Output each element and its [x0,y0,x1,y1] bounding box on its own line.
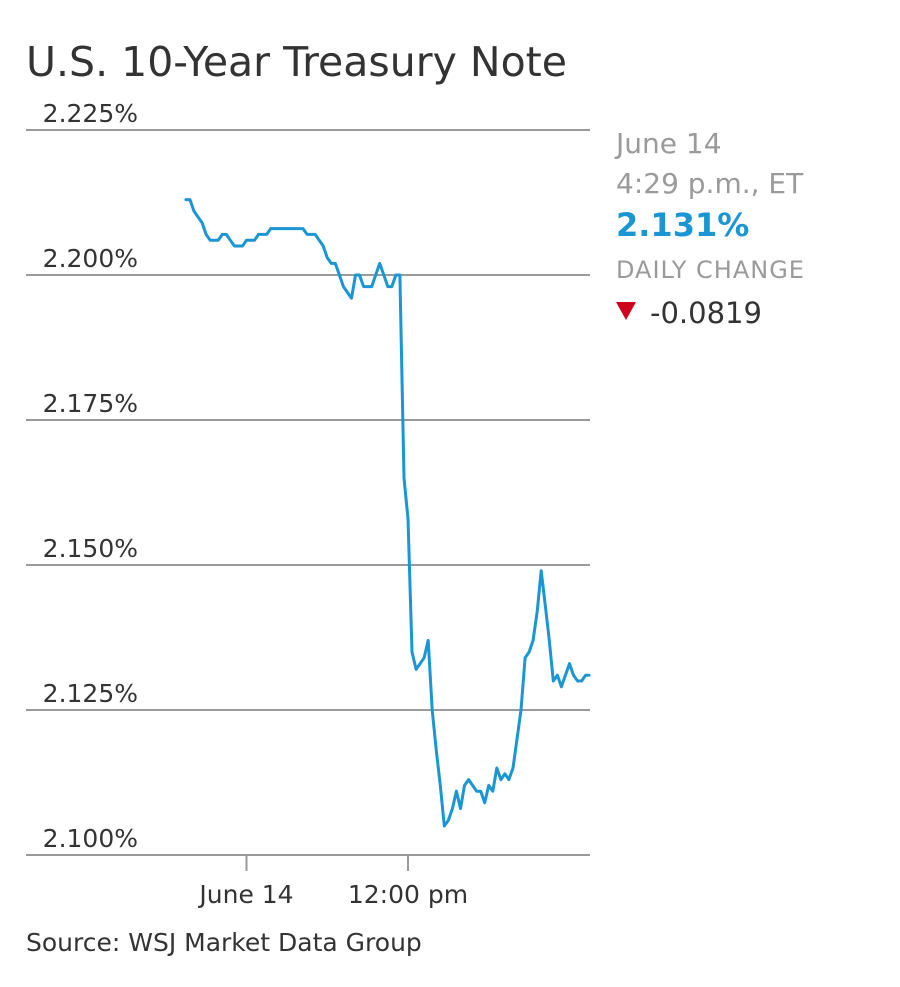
quote-date: June 14 [616,127,722,160]
series-line [184,198,591,828]
daily-change: -0.0819 [616,292,896,334]
x-axis-ticks: June 14 12:00 pm [197,855,468,909]
daily-change-value: -0.0819 [650,296,762,330]
quote-value: 2.131% [616,206,750,244]
quote-time: 4:29 p.m., ET [616,167,804,200]
series-layer [184,198,591,828]
y-tick-label: 2.100% [43,824,138,853]
grid-lines [26,129,590,856]
source-note: Source: WSJ Market Data Group [26,928,422,957]
down-triangle-icon [616,302,636,320]
y-tick-label: 2.175% [43,389,138,418]
y-tick-label: 2.200% [43,244,138,273]
quote-panel: June 14 4:29 p.m., ET 2.131% DAILY CHANG… [616,124,896,334]
y-tick-label: 2.225% [43,99,138,128]
x-tick-label: 12:00 pm [348,880,468,909]
chart-title: U.S. 10-Year Treasury Note [26,38,567,86]
daily-change-label: DAILY CHANGE [616,256,805,284]
y-axis-tick-labels: 2.225% 2.200% 2.175% 2.150% 2.125% 2.100% [43,99,138,853]
x-tick-label: June 14 [197,880,293,909]
y-tick-label: 2.125% [43,679,138,708]
y-tick-label: 2.150% [43,534,138,563]
